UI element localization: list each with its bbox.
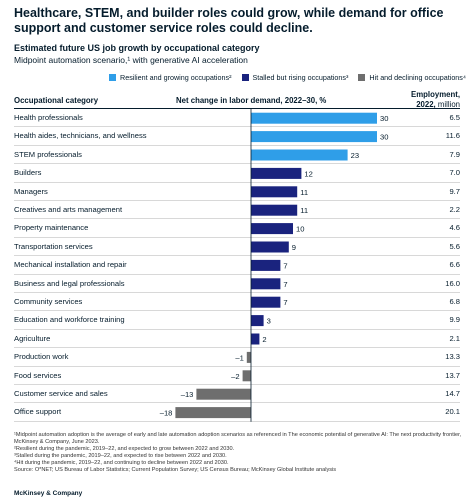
table-row: Customer service and sales 14.7 <box>14 385 460 404</box>
category-label: Mechanical installation and repair <box>14 260 127 270</box>
category-label: Transportation services <box>14 241 93 251</box>
footnote-source: Source: O*NET; US Bureau of Labor Statis… <box>14 467 337 473</box>
table-row: Business and legal professionals 16.0 <box>14 275 460 293</box>
footnote-3: ³Stalled during the pandemic, 2019–22, a… <box>14 453 227 459</box>
category-label: Health aides, technicians, and wellness <box>14 131 147 141</box>
legend-swatch-resilient <box>109 74 117 81</box>
category-label: Production work <box>14 352 69 362</box>
table-row: Mechanical installation and repair 6.6 <box>14 256 460 275</box>
column-header-category: Occupational category <box>14 96 99 105</box>
category-label: Business and legal professionals <box>14 278 125 288</box>
footnote-1: ¹Midpoint automation adoption is the ave… <box>14 432 462 445</box>
legend-item-resilient: Resilient and growing occupations² <box>109 73 232 82</box>
table-row: Builders 7.0 <box>14 164 460 183</box>
table-row: Property maintenance 4.6 <box>14 219 460 238</box>
legend-label-stalled: Stalled but rising occupations³ <box>252 73 349 82</box>
table-row: Managers 9.7 <box>14 183 460 201</box>
category-label: Builders <box>14 168 42 178</box>
category-label: Education and workforce training <box>14 315 125 325</box>
table-row: Food services 13.7 <box>14 367 460 385</box>
employment-header-line2: 2022, <box>416 100 436 109</box>
employment-value: 6.5 <box>449 113 460 122</box>
header-rule <box>14 108 460 109</box>
employment-header-unit: million <box>437 100 460 109</box>
employment-value: 5.6 <box>449 241 460 251</box>
employment-value: 9.9 <box>449 315 460 325</box>
table-row: STEM professionals 7.9 <box>14 146 460 165</box>
employment-value: 20.1 <box>445 407 460 417</box>
category-label: Agriculture <box>14 333 51 343</box>
category-label: STEM professionals <box>14 149 82 159</box>
employment-value: 4.6 <box>449 223 460 233</box>
employment-value: 6.6 <box>449 260 460 270</box>
brand-logo-text: McKinsey & Company <box>14 490 83 497</box>
footnote-4: ⁴Hit during the pandemic, 2019–22, and c… <box>14 460 229 466</box>
legend-item-stalled: Stalled but rising occupations³ <box>241 73 349 82</box>
employment-value: 2.2 <box>449 205 460 214</box>
table-row: Office support 20.1 <box>14 403 460 422</box>
employment-value: 6.8 <box>449 297 460 306</box>
employment-value: 11.6 <box>445 131 460 141</box>
legend-swatch-declining <box>358 74 366 81</box>
legend-label-resilient: Resilient and growing occupations² <box>120 73 232 82</box>
chart-scenario-note: Midpoint automation scenario,¹ with gene… <box>14 55 248 65</box>
table-row: Transportation services 5.6 <box>14 238 460 257</box>
table-row: Production work 13.3 <box>14 348 460 367</box>
table-row: Creatives and arts management 2.2 <box>14 201 460 220</box>
table-row: Health professionals 6.5 <box>14 109 460 128</box>
category-label: Managers <box>14 186 48 196</box>
employment-value: 9.7 <box>449 186 460 196</box>
employment-value: 13.7 <box>445 370 460 380</box>
footnote-2: ²Resilient during the pandemic, 2019–22,… <box>14 446 235 452</box>
footnotes: ¹Midpoint automation adoption is the ave… <box>14 432 464 474</box>
table-row: Health aides, technicians, and wellness 1… <box>14 127 460 146</box>
category-label: Creatives and arts management <box>14 205 123 214</box>
employment-header-line1: Employment, <box>411 90 460 99</box>
employment-value: 7.0 <box>449 168 460 178</box>
legend-swatch-stalled <box>241 74 249 81</box>
category-label: Office support <box>14 407 62 417</box>
category-label: Food services <box>14 370 62 380</box>
category-label: Community services <box>14 297 83 306</box>
headline: Healthcare, STEM, and builder roles coul… <box>14 6 444 35</box>
legend-label-declining: Hit and declining occupations⁴ <box>369 73 466 82</box>
employment-value: 13.3 <box>445 352 460 362</box>
employment-value: 14.7 <box>445 389 460 398</box>
chart-subtitle: Estimated future US job growth by occupa… <box>14 43 260 53</box>
legend-item-declining: Hit and declining occupations⁴ <box>358 73 466 82</box>
table-row: Education and workforce training 9.9 <box>14 311 460 330</box>
employment-value: 16.0 <box>445 278 460 288</box>
employment-value: 2.1 <box>449 333 460 343</box>
category-label: Health professionals <box>14 113 83 122</box>
legend: Resilient and growing occupations² Stall… <box>109 73 466 82</box>
category-label: Customer service and sales <box>14 389 108 398</box>
column-header-employment: Employment, 2022, million <box>411 90 460 110</box>
employment-value: 7.9 <box>449 149 460 159</box>
column-header-net-change: Net change in labor demand, 2022–30, % <box>176 96 327 105</box>
table-row: Agriculture 2.1 <box>14 330 460 349</box>
category-label: Property maintenance <box>14 223 89 233</box>
table-row: Community services 6.8 <box>14 293 460 312</box>
